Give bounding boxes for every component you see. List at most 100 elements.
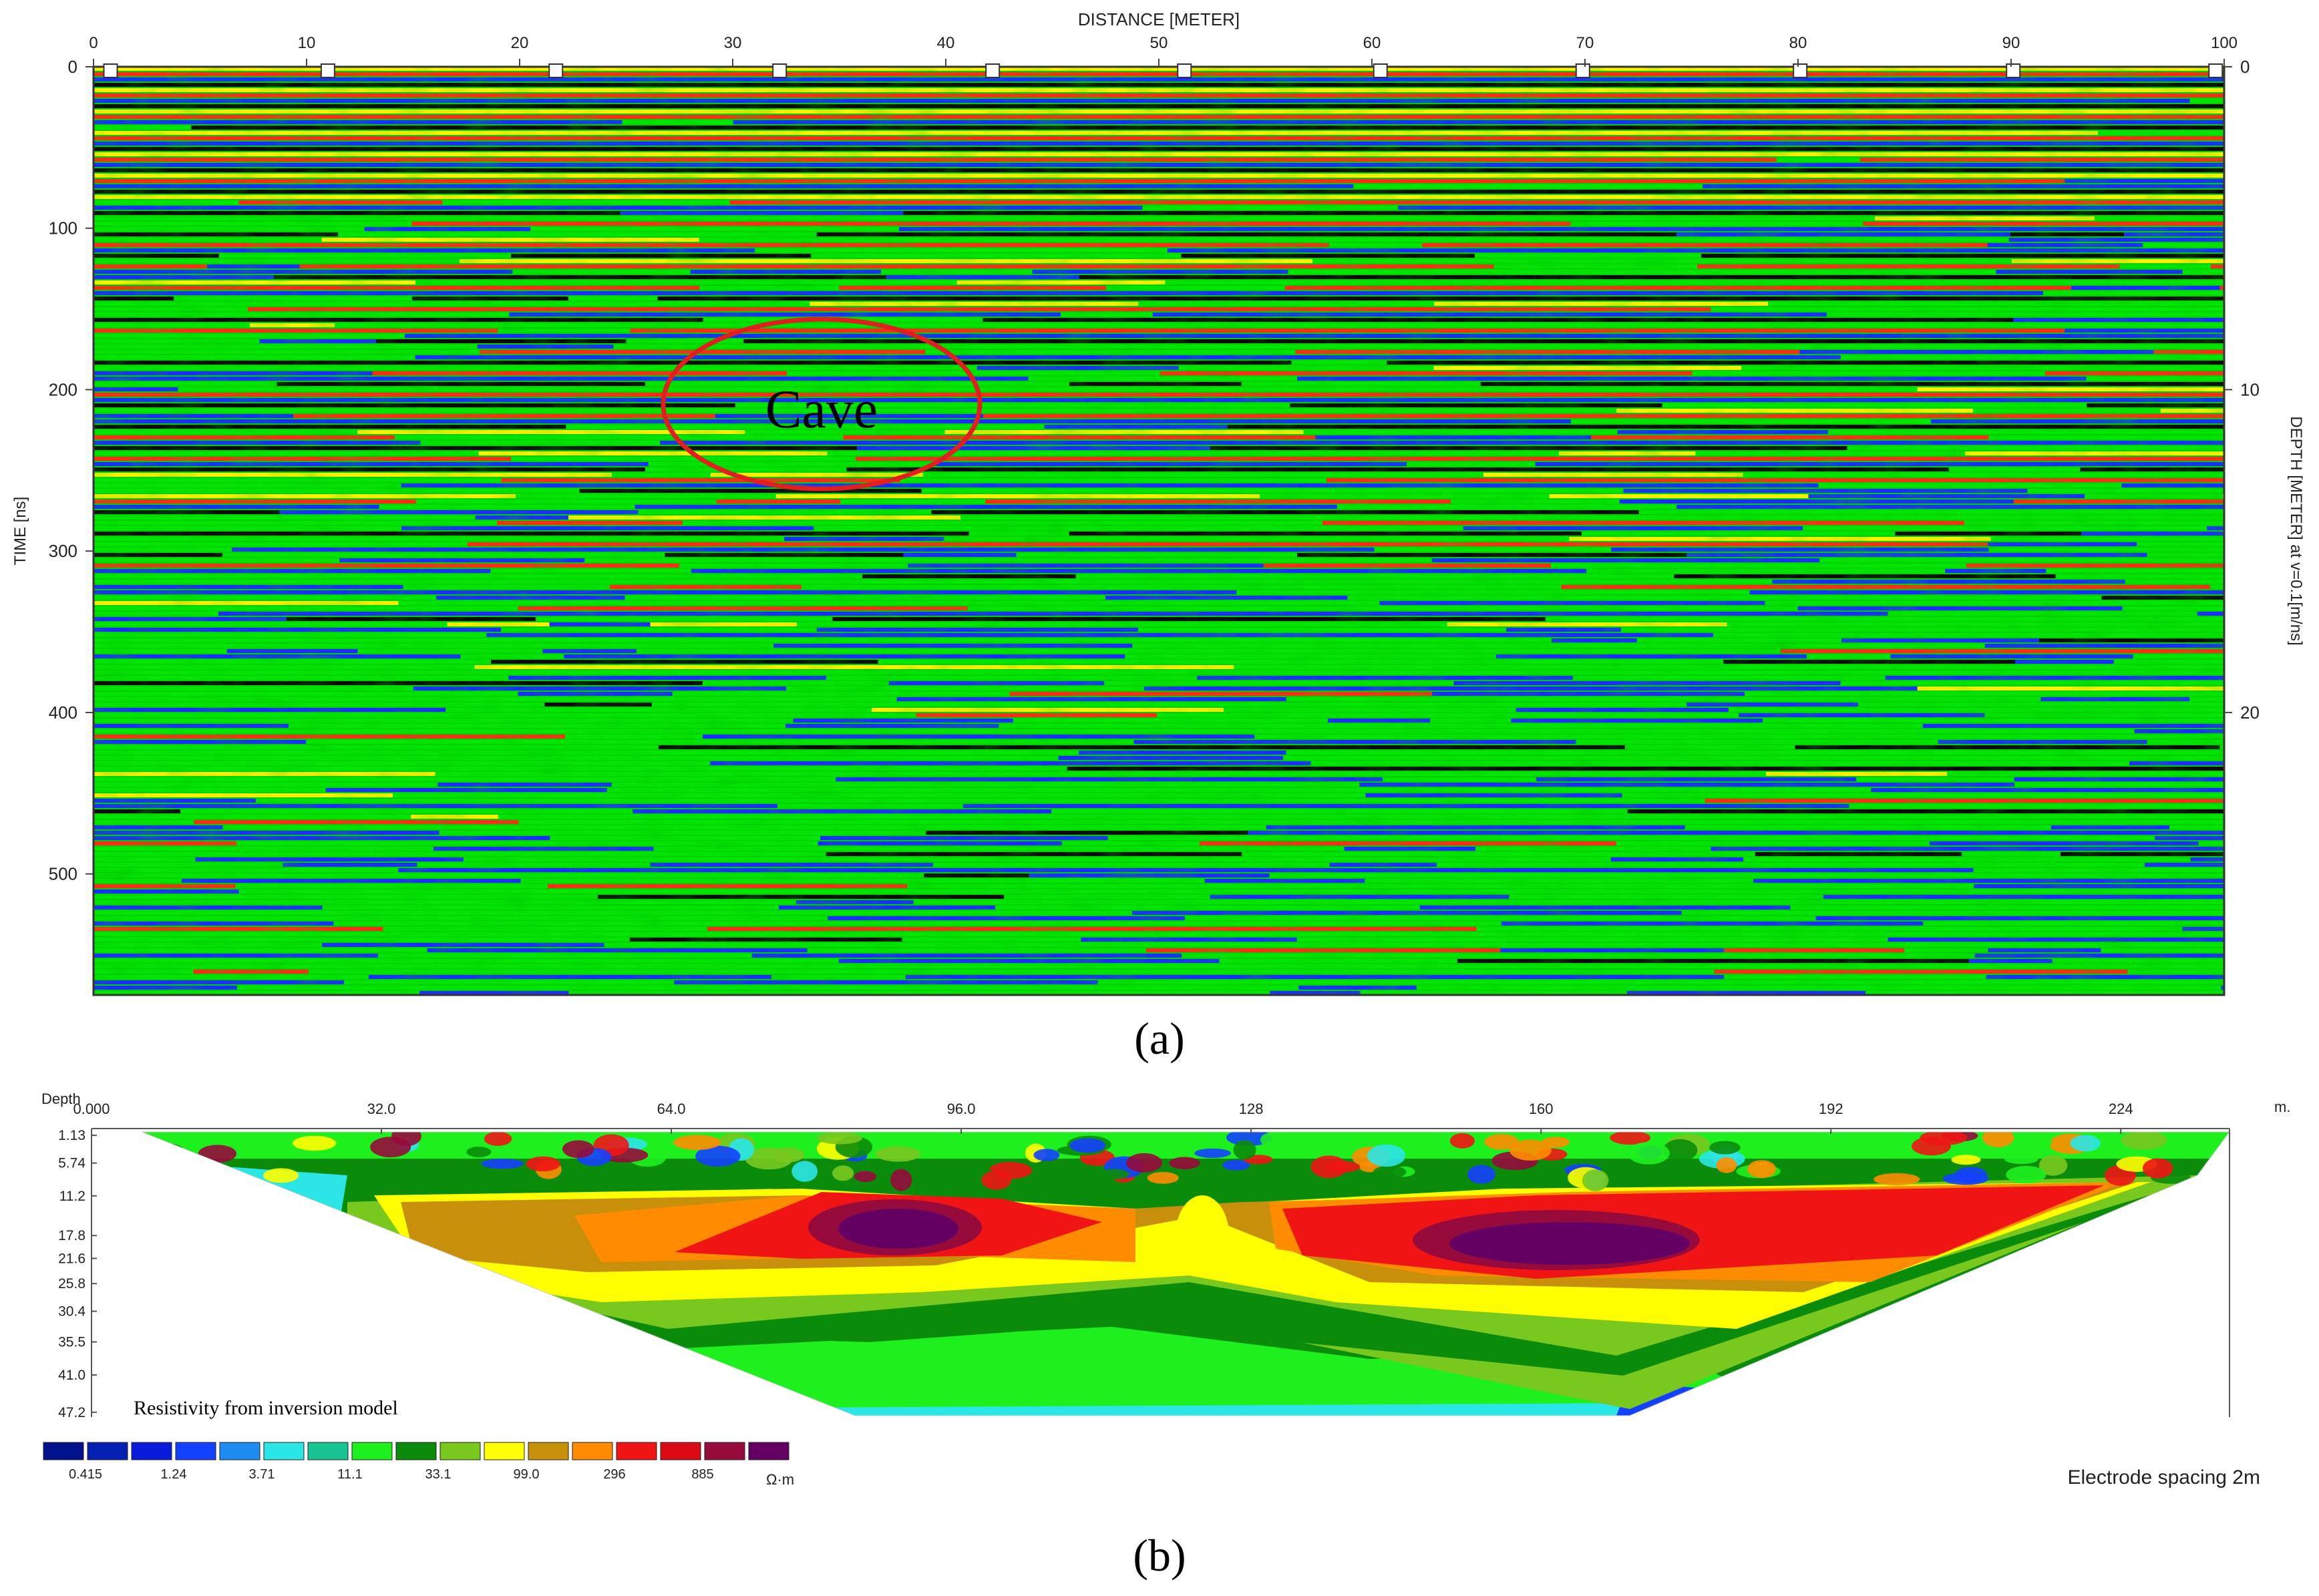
surface-blob — [1260, 1132, 1286, 1148]
distance-tick-label: 192 — [1819, 1101, 1843, 1117]
colorbar-tick-label: 99.0 — [514, 1467, 540, 1482]
cave-label: Cave — [765, 379, 878, 439]
time-axis-title: TIME [ns] — [11, 497, 29, 566]
surface-blob — [2121, 1132, 2167, 1150]
depth-label: Depth — [41, 1090, 81, 1107]
surface-blob — [1373, 1165, 1407, 1179]
distance-tick-label: 32.0 — [367, 1101, 396, 1117]
gpr-panel: DISTANCE [METER] 0 10 20 30 40 50 60 70 80 90 100 … — [11, 9, 2305, 1064]
colorbar-swatch — [704, 1442, 745, 1460]
surface-blob — [2015, 1132, 2053, 1152]
distance-markers — [103, 63, 2223, 78]
x-tick-label: 60 — [1363, 34, 1381, 52]
distance-marker — [1177, 63, 1192, 78]
surface-blob — [2142, 1158, 2173, 1179]
surface-blob — [1147, 1172, 1179, 1184]
depth-axis-ticks: 0 10 20 — [2224, 57, 2260, 723]
legend-title: Resistivity from inversion model — [134, 1397, 398, 1419]
depth-tick-label: 25.8 — [58, 1276, 85, 1291]
surface-blob — [1126, 1153, 1162, 1173]
depth-tick-label: 1.13 — [58, 1128, 85, 1143]
time-tick-label: 0 — [68, 57, 77, 77]
time-tick-label: 500 — [49, 864, 77, 884]
colorbar-swatch — [175, 1442, 216, 1460]
x-tick-label: 0 — [89, 34, 98, 52]
distance-tick-label: 128 — [1239, 1101, 1264, 1117]
distance-tick-label: 0.000 — [73, 1101, 110, 1117]
surface-blob — [481, 1159, 524, 1169]
depth-tick-label: 21.6 — [58, 1251, 85, 1266]
electrode-spacing-note: Electrode spacing 2m — [2068, 1466, 2261, 1488]
surface-blob — [1627, 1142, 1670, 1165]
gpr-band — [2209, 291, 2224, 295]
colorbar-swatch — [660, 1442, 701, 1460]
colorbar-swatch — [395, 1442, 437, 1460]
surface-blob — [1098, 1169, 1129, 1180]
surface-blob — [1783, 1139, 1813, 1149]
x-tick-label: 40 — [937, 34, 955, 52]
surface-blob — [255, 1159, 285, 1170]
surface-blob — [1542, 1137, 1570, 1148]
x-tick-label: 90 — [2002, 34, 2020, 52]
colorbar-swatch — [616, 1442, 657, 1460]
surface-blob — [1874, 1173, 1920, 1186]
time-tick-label: 400 — [49, 703, 77, 723]
surface-blob — [791, 1161, 818, 1182]
colorbar-swatch — [748, 1442, 789, 1460]
distance-tick-label: 64.0 — [657, 1101, 686, 1117]
gpr-band — [2211, 660, 2224, 664]
distance-tick-label: 160 — [1529, 1101, 1554, 1117]
colorbar-tick-label: 3.71 — [249, 1467, 275, 1482]
surface-blob — [2004, 1154, 2038, 1165]
gpr-band — [2219, 745, 2224, 749]
surface-blob — [1709, 1141, 1741, 1155]
surface-blob — [370, 1137, 411, 1158]
distance-marker — [103, 63, 118, 78]
x-tick-label: 50 — [1150, 34, 1168, 52]
gpr-band — [2210, 708, 2224, 712]
surface-blob — [236, 1132, 277, 1147]
colorbar-swatch — [351, 1442, 393, 1460]
colorbar-swatch — [263, 1442, 305, 1460]
depth-axis-title: DEPTH [METER] at v=0.1[m/ns] — [2287, 416, 2305, 645]
caption-a: (a) — [1134, 1013, 1184, 1064]
surface-blob — [1942, 1172, 1989, 1185]
section-outline — [141, 1131, 2230, 1416]
unit-label: m. — [2274, 1099, 2290, 1115]
depth-tick-label: 0 — [2240, 57, 2250, 77]
surface-blob — [1837, 1133, 1882, 1145]
distance-marker — [2006, 63, 2021, 78]
surface-blob — [1484, 1134, 1520, 1150]
colorbar-swatch — [307, 1442, 349, 1460]
surface-blob — [2006, 1165, 2046, 1184]
surface-blob — [1582, 1169, 1609, 1191]
surface-blob — [1509, 1139, 1552, 1161]
colorbar-tick-label: 296 — [603, 1467, 625, 1482]
surface-blob — [526, 1156, 560, 1172]
surface-blob — [673, 1135, 721, 1151]
x-tick-label: 30 — [724, 34, 742, 52]
surface-blob — [1194, 1148, 1231, 1158]
surface-blob — [1169, 1157, 1200, 1169]
time-tick-label: 300 — [49, 541, 77, 561]
time-axis-ticks: 0 100 200 300 400 500 — [49, 57, 94, 884]
surface-blob — [981, 1171, 1012, 1190]
colorbar-tick-label: 11.1 — [337, 1467, 362, 1482]
distance-tick-label: 224 — [2109, 1101, 2133, 1117]
distance-axis-ticks: 0.000 32.0 64.0 96.0 128 160 192 224 — [73, 1101, 2133, 1134]
depth-tick-label: 35.5 — [58, 1335, 85, 1350]
resistivity-section — [142, 1132, 2229, 1416]
high-resistivity-core-left-inner — [838, 1209, 958, 1249]
surface-blob — [1222, 1159, 1250, 1171]
colorbar-tick-label: 1.24 — [161, 1467, 187, 1482]
colorbar-swatch — [572, 1442, 613, 1460]
surface-blob — [890, 1169, 912, 1191]
x-tick-label: 80 — [1789, 34, 1807, 52]
resistivity-colorbar: 0.415 1.24 3.71 11.1 33.1 99.0 296 885 — [43, 1442, 789, 1482]
colorbar-swatch — [131, 1442, 172, 1460]
surface-blob — [263, 1168, 299, 1183]
colorbar-swatch — [484, 1442, 525, 1460]
surface-blob — [293, 1135, 337, 1151]
depth-tick-label: 30.4 — [58, 1304, 85, 1320]
